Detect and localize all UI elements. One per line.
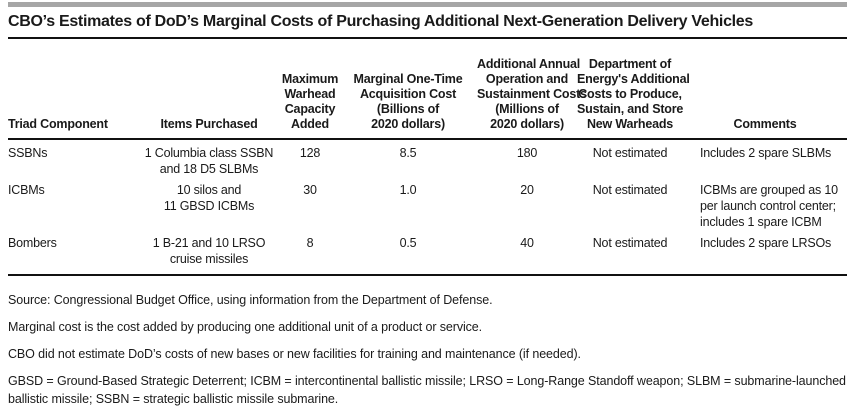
cell-max-warhead-capacity: 30 [303, 183, 317, 197]
cell-sustainment-cost: 20 [520, 183, 534, 197]
table-row-bombers: Bombers 1 B-21 and 10 LRSO cruise missil… [8, 230, 847, 275]
table-row-icbms: ICBMs 10 silos and 11 GBSD ICBMs 30 1.0 … [8, 177, 847, 230]
cell-doe-costs: Not estimated [592, 146, 668, 160]
cell-items-purchased: 1 Columbia class SSBN and 18 D5 SLBMs [144, 146, 274, 176]
table-title: CBO’s Estimates of DoD’s Marginal Costs … [8, 7, 847, 39]
cell-acquisition-cost: 8.5 [399, 146, 417, 160]
cost-estimates-table: Triad Component Items Purchased Maximum … [8, 39, 847, 276]
cell-items-purchased: 10 silos and 11 GBSD ICBMs [163, 183, 255, 213]
table-row-ssbns: SSBNs 1 Columbia class SSBN and 18 D5 SL… [8, 139, 847, 177]
column-header-acquisition-cost: Marginal One-Time Acquisition Cost (Bill… [339, 39, 477, 140]
cell-acquisition-cost: 0.5 [399, 236, 417, 250]
table-notes: Source: Congressional Budget Office, usi… [8, 291, 847, 408]
cell-doe-costs: Not estimated [592, 236, 668, 250]
cell-max-warhead-capacity: 128 [299, 146, 321, 160]
marginal-cost-definition-note: Marginal cost is the cost added by produ… [8, 320, 483, 334]
cell-triad-component: SSBNs [8, 146, 48, 160]
cell-items-purchased: 1 B-21 and 10 LRSO cruise missiles [152, 236, 266, 266]
cell-comments: Includes 2 spare SLBMs [700, 146, 832, 160]
cell-comments: Includes 2 spare LRSOs [700, 236, 832, 250]
column-header-sustainment-cost: Additional Annual Operation and Sustainm… [477, 39, 587, 140]
table-header-row: Triad Component Items Purchased Maximum … [8, 39, 847, 140]
estimate-caveat-note: CBO did not estimate DoD’s costs of new … [8, 347, 581, 361]
column-header-items-purchased: Items Purchased [137, 39, 281, 140]
cell-max-warhead-capacity: 8 [306, 236, 314, 250]
cell-acquisition-cost: 1.0 [399, 183, 417, 197]
cell-triad-component: Bombers [8, 236, 57, 250]
cell-doe-costs: Not estimated [592, 183, 668, 197]
column-header-comments: Comments [683, 39, 847, 140]
cell-triad-component: ICBMs [8, 183, 45, 197]
abbreviations-note: GBSD = Ground-Based Strategic Deterrent;… [8, 374, 846, 406]
column-header-max-warhead-capacity: Maximum Warhead Capacity Added [281, 39, 339, 140]
cell-sustainment-cost: 180 [516, 146, 538, 160]
column-header-doe-costs: Department of Energy's Additional Costs … [577, 39, 690, 140]
top-divider-bar [8, 2, 847, 7]
cell-sustainment-cost: 40 [520, 236, 534, 250]
source-note: Source: Congressional Budget Office, usi… [8, 293, 493, 307]
column-header-triad-component: Triad Component [8, 39, 137, 140]
cell-comments: ICBMs are grouped as 10 per launch contr… [700, 183, 838, 229]
